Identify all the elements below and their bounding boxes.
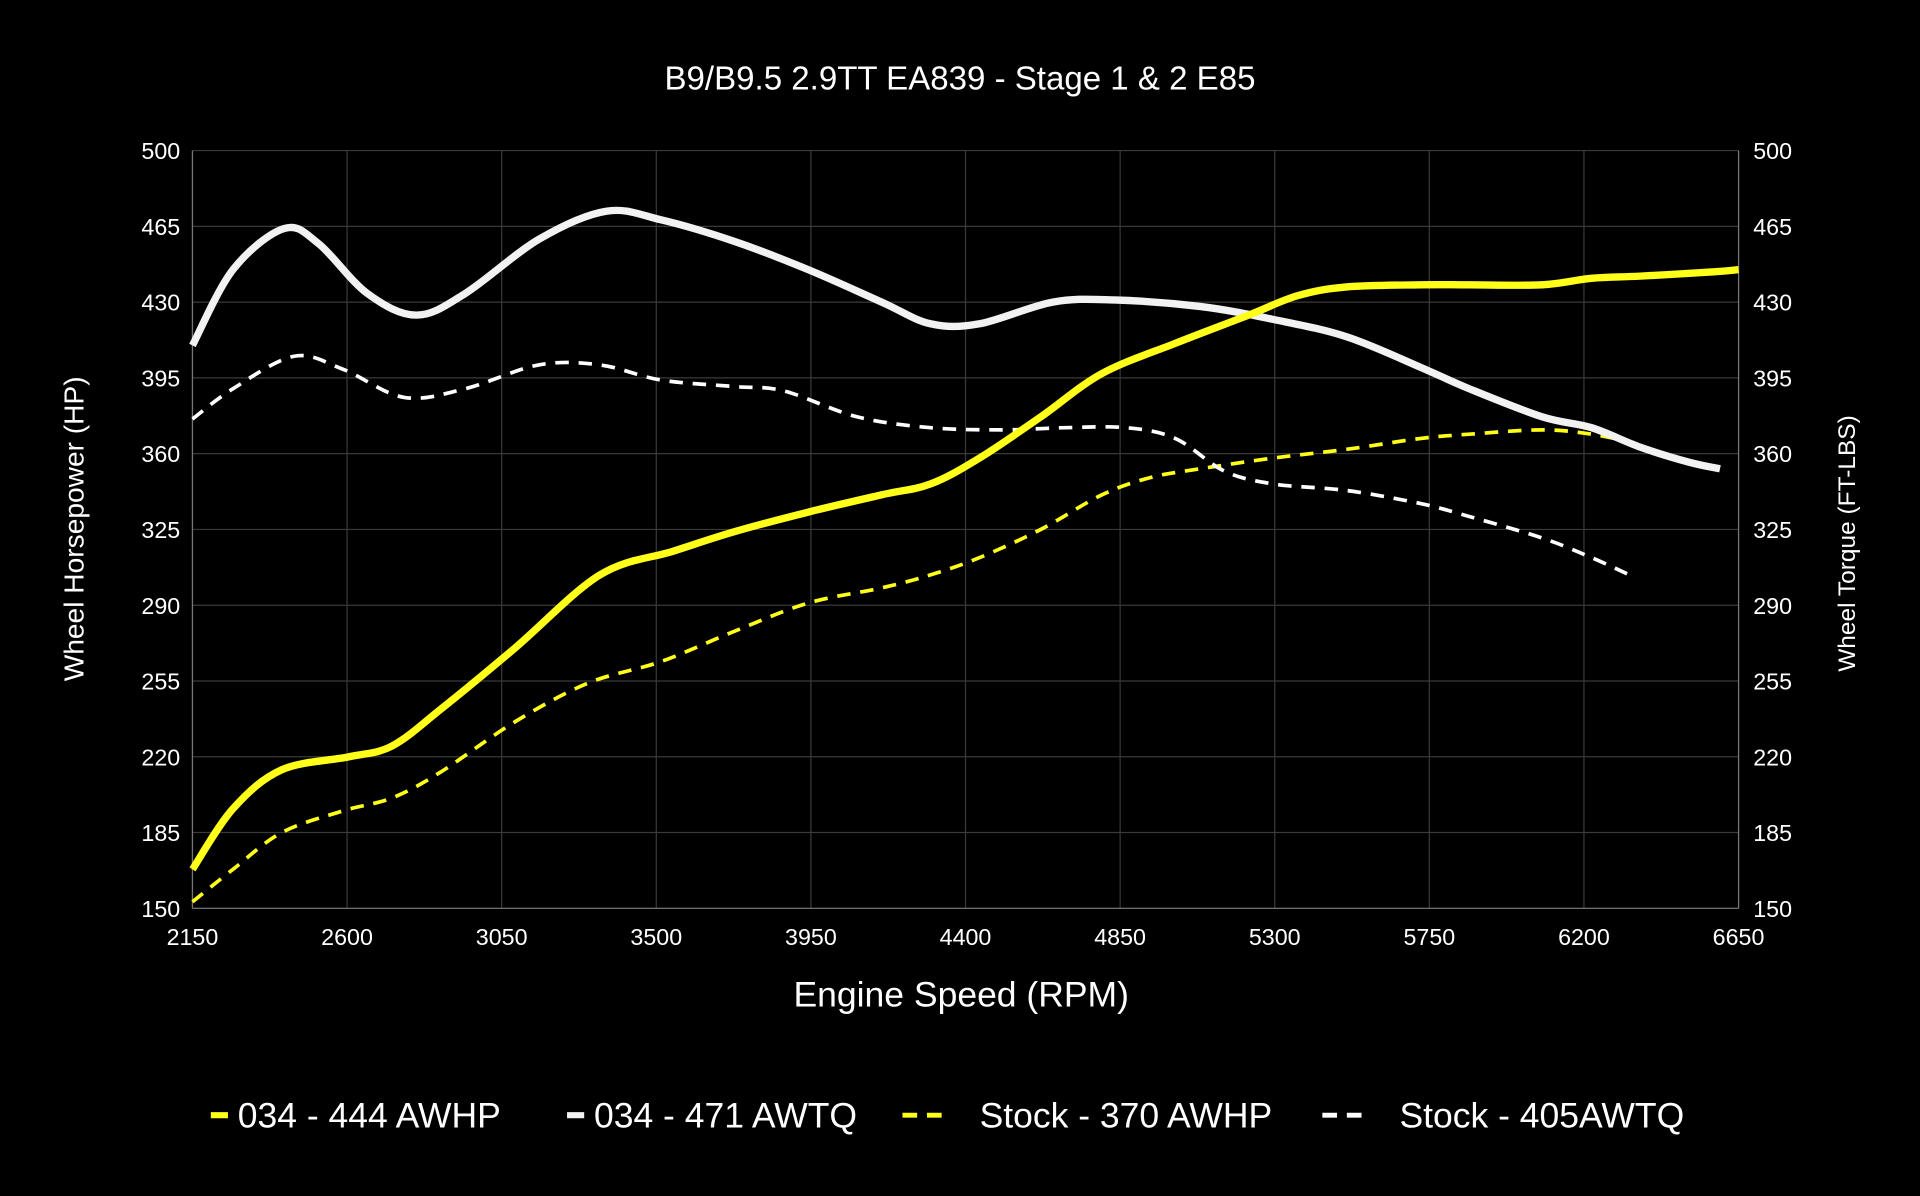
y-tick-label: 150 (141, 896, 180, 922)
x-tick-label: 4400 (940, 924, 992, 950)
series-line-0 (189, 265, 1739, 872)
y2-tick-label: 430 (1753, 290, 1792, 316)
y-tick-label: 255 (141, 669, 180, 695)
x-tick-label: 3950 (785, 924, 837, 950)
x-tick-label: 2600 (321, 924, 373, 950)
series-lines (189, 206, 1739, 904)
y2-tick-label: 500 (1753, 138, 1792, 164)
y2-tick-labels: 150 185 220 255 290 325 360 395 430 465 500 (1753, 138, 1792, 922)
x-axis-label: Engine Speed (RPM) (793, 974, 1128, 1014)
y2-tick-label: 290 (1753, 593, 1792, 619)
legend-label: 034 - 471 AWTQ (594, 1095, 857, 1135)
y-tick-label: 500 (141, 138, 180, 164)
y2-tick-label: 220 (1753, 744, 1792, 770)
grid (191, 149, 1740, 909)
legend-label: Stock - 405AWTQ (1399, 1095, 1684, 1135)
y2-tick-label: 395 (1753, 365, 1792, 391)
x-tick-label: 3050 (476, 924, 528, 950)
series-line-2 (191, 428, 1635, 904)
y-tick-label: 360 (141, 441, 180, 467)
y2-tick-label: 465 (1753, 214, 1792, 240)
y2-tick-label: 255 (1753, 669, 1792, 695)
y-tick-label: 325 (141, 517, 180, 543)
x-tick-labels: 2150 2600 3050 3500 3950 4400 4850 5300 5750 6200… (167, 924, 1765, 950)
y-tick-label: 290 (141, 593, 180, 619)
y2-axis-label: Wheel Torque (FT-LBS) (1834, 415, 1861, 672)
series-line-3 (191, 353, 1635, 579)
x-tick-label: 6650 (1713, 924, 1765, 950)
series-line-1 (189, 206, 1721, 473)
y-tick-label: 185 (141, 820, 180, 846)
x-tick-label: 3500 (630, 924, 682, 950)
legend: 034 - 444 AWHP 034 - 471 AWTQ Stock - 370 … (210, 1095, 1684, 1135)
chart-title: B9/B9.5 2.9TT EA839 - Stage 1 & 2 E85 (665, 60, 1256, 97)
y2-tick-label: 325 (1753, 517, 1792, 543)
x-tick-label: 6200 (1558, 924, 1610, 950)
x-tick-label: 5750 (1403, 924, 1455, 950)
y-tick-labels: 150 185 220 255 290 325 360 395 430 465 500 (141, 138, 180, 922)
y-tick-label: 430 (141, 290, 180, 316)
y2-tick-label: 185 (1753, 820, 1792, 846)
legend-label: Stock - 370 AWHP (980, 1095, 1273, 1135)
y-tick-label: 465 (141, 214, 180, 240)
x-tick-label: 2150 (167, 924, 219, 950)
y2-tick-label: 360 (1753, 441, 1792, 467)
x-tick-label: 4850 (1094, 924, 1146, 950)
x-tick-label: 5300 (1249, 924, 1301, 950)
y2-tick-label: 150 (1753, 896, 1792, 922)
y-tick-label: 220 (141, 744, 180, 770)
y-axis-label: Wheel Horsepower (HP) (59, 376, 90, 681)
legend-label: 034 - 444 AWHP (238, 1095, 501, 1135)
y-tick-label: 395 (141, 365, 180, 391)
